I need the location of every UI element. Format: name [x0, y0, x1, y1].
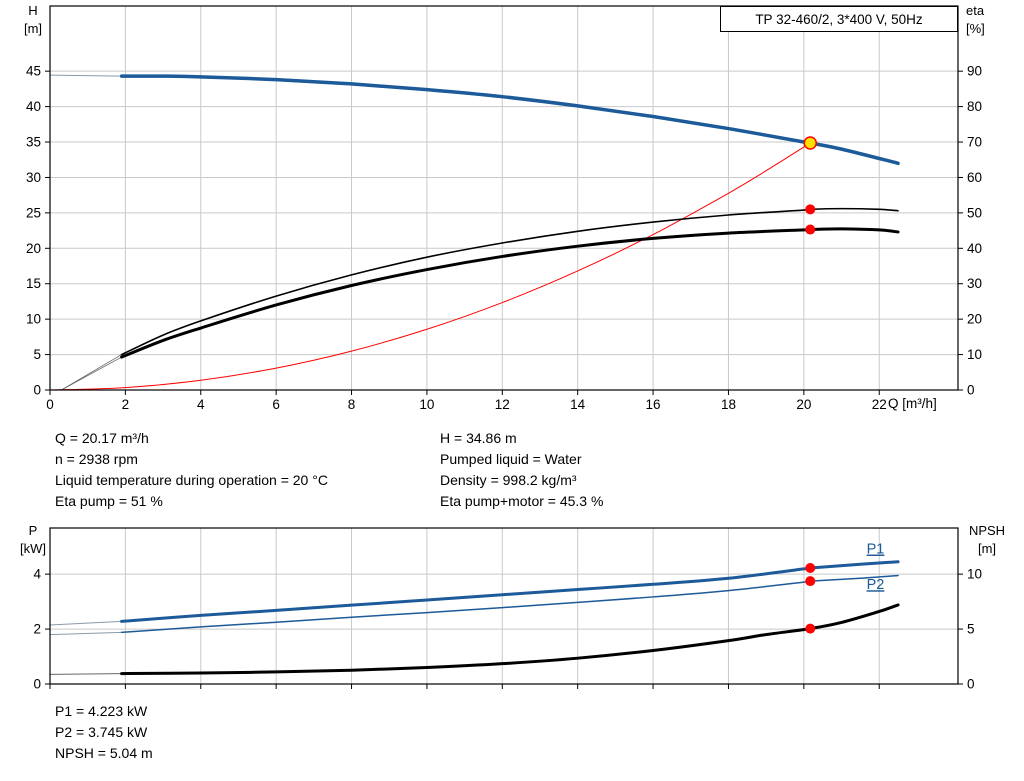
- p-axis-title: P [kW]: [11, 522, 55, 558]
- y-tick-label-right: 0: [967, 677, 975, 692]
- y-tick-label-left: 30: [26, 170, 41, 185]
- y-tick-label-right: 40: [967, 241, 982, 256]
- x-tick-label: 2: [122, 397, 130, 412]
- x-tick-label: 0: [46, 397, 54, 412]
- plot-border: [49, 5, 959, 391]
- power-npsh-chart: 0 2 4 0 5 10 P1 P2: [33, 527, 982, 692]
- y-tick-label-left: 5: [33, 347, 41, 362]
- y-tick-label-left: 10: [26, 312, 41, 327]
- info-h: H = 34.86 m: [440, 430, 517, 446]
- y-tick-label-right: 50: [967, 205, 982, 220]
- y-tick-label-right: 30: [967, 276, 982, 291]
- info-liquid-temperature: Liquid temperature during operation = 20…: [55, 472, 328, 488]
- npsh-lead-in: [49, 673, 123, 675]
- duty-point: [803, 136, 817, 150]
- y-tick-label-left: 35: [26, 135, 41, 150]
- x-tick-label: 14: [570, 397, 586, 412]
- x-tick-label: 20: [796, 397, 811, 412]
- info-npsh: NPSH = 5.04 m: [55, 745, 153, 761]
- npsh-axis-title: NPSH [m]: [960, 522, 1014, 558]
- eta-pump-motor-curve: [120, 227, 900, 359]
- eta-axis-title: eta [%]: [966, 2, 1016, 38]
- hq-eta-chart: 0 2 4 6 8 10 12 14 16 18 20 22 0 5 10 15 20 25 30 35 40 45 0 10…: [26, 5, 982, 412]
- system-curve: [49, 142, 811, 391]
- pump-curve-lead-in: [49, 74, 123, 77]
- q-axis-label: Q [m³/h]: [888, 396, 937, 411]
- duty-info-left: Q = 20.17 m³/h n = 2938 rpm Liquid tempe…: [55, 428, 328, 512]
- x-tick-label: 12: [495, 397, 510, 412]
- p2-lead-in: [49, 631, 123, 636]
- eta-axis-title-line1: eta: [966, 3, 985, 18]
- pump-title-text: TP 32-460/2, 3*400 V, 50Hz: [755, 11, 923, 27]
- x-tick-label: 10: [419, 397, 434, 412]
- npsh-axis-title-line1: NPSH: [968, 523, 1006, 538]
- x-tick-label: 4: [197, 397, 205, 412]
- eta-axis-title-line2: [%]: [966, 21, 985, 36]
- npsh-axis-title-line2: [m]: [977, 541, 997, 556]
- y-tick-label-left: 25: [26, 205, 41, 220]
- h-axis-title-line2: [m]: [23, 21, 43, 36]
- p1-point: [805, 563, 816, 574]
- info-density: Density = 998.2 kg/m³: [440, 472, 577, 488]
- x-tick-label: 8: [348, 397, 356, 412]
- x-tick-label: 18: [721, 397, 736, 412]
- x-tick-label: 6: [272, 397, 280, 412]
- npsh-curve: [120, 603, 900, 676]
- y-tick-label-left: 4: [33, 567, 41, 582]
- y-tick-label-left: 45: [26, 64, 41, 79]
- p1-curve: [120, 560, 900, 623]
- eta-pump-motor-point: [805, 224, 816, 235]
- y-tick-label-right: 80: [967, 99, 982, 114]
- info-p2: P2 = 3.745 kW: [55, 724, 148, 740]
- p1-lead-in: [49, 620, 123, 626]
- y-tick-label-left: 0: [33, 383, 41, 398]
- pump-curve: [119, 74, 900, 166]
- y-tick-label-left: 2: [33, 622, 41, 637]
- y-tick-label-right: 60: [967, 170, 982, 185]
- p2-point: [805, 576, 816, 587]
- power-npsh-info: P1 = 4.223 kW P2 = 3.745 kW NPSH = 5.04 …: [55, 701, 153, 764]
- p2-curve-label: P2: [867, 577, 885, 593]
- info-n: n = 2938 rpm: [55, 451, 138, 467]
- p1-curve-label: P1: [867, 542, 885, 558]
- eta-pump-motor-lead-in: [60, 356, 123, 391]
- x-tick-label: 16: [646, 397, 661, 412]
- y-tick-label-left: 40: [26, 99, 41, 114]
- x-tick-label: 22: [872, 397, 887, 412]
- y-tick-label-left: 20: [26, 241, 41, 256]
- eta-pump-point: [805, 204, 816, 215]
- info-q: Q = 20.17 m³/h: [55, 430, 149, 446]
- p-axis-title-line1: P: [28, 523, 38, 538]
- p-axis-title-line2: [kW]: [20, 541, 46, 556]
- p2-curve: [120, 574, 899, 634]
- info-eta-pump: Eta pump = 51 %: [55, 493, 163, 509]
- plot-border: [49, 527, 959, 685]
- info-eta-pump-motor: Eta pump+motor = 45.3 %: [440, 493, 604, 509]
- y-tick-label-left: 15: [26, 276, 41, 291]
- y-tick-label-right: 5: [967, 622, 975, 637]
- y-tick-label-left: 0: [33, 677, 41, 692]
- h-axis-title: H [m]: [13, 2, 53, 38]
- y-tick-label-right: 20: [967, 312, 982, 327]
- info-pumped-liquid: Pumped liquid = Water: [440, 451, 582, 467]
- y-tick-label-right: 10: [967, 567, 982, 582]
- y-tick-label-right: 10: [967, 347, 982, 362]
- info-p1: P1 = 4.223 kW: [55, 703, 148, 719]
- npsh-point: [805, 623, 816, 634]
- y-tick-label-right: 0: [967, 383, 975, 398]
- y-tick-label-right: 70: [967, 135, 982, 150]
- y-tick-label-right: 90: [967, 64, 982, 79]
- pump-title-box: TP 32-460/2, 3*400 V, 50Hz: [720, 6, 958, 32]
- h-axis-title-line1: H: [28, 3, 38, 18]
- duty-info-right: H = 34.86 m Pumped liquid = Water Densit…: [440, 428, 603, 512]
- eta-pump-curve: [120, 207, 899, 356]
